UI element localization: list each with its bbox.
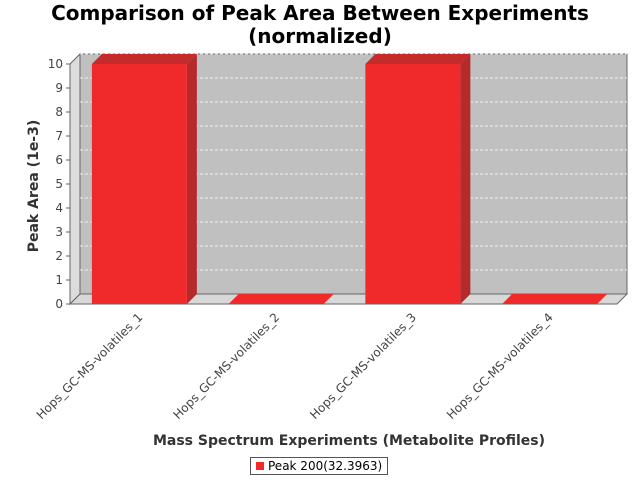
x-tick-label-1: Hops_GC-MS-volatiles_1 [34, 310, 146, 422]
legend-label: Peak 200(32.3963) [268, 459, 383, 473]
chart-title-line-1: Comparison of Peak Area Between Experime… [51, 1, 589, 25]
y-tick-label-4: 4 [55, 201, 63, 215]
y-axis: 0 1 2 3 4 5 6 7 8 9 10 [48, 57, 71, 311]
y-tick-label-8: 8 [55, 105, 63, 119]
bar-top-1 [91, 54, 197, 64]
x-tick-label-4: Hops_GC-MS-volatiles_4 [444, 310, 556, 422]
legend-swatch [256, 462, 264, 470]
y-tick-label-0: 0 [55, 297, 63, 311]
bar-1 [91, 54, 197, 304]
chart-title: Comparison of Peak Area Between Experime… [0, 2, 640, 48]
y-tick-label-2: 2 [55, 249, 63, 263]
bar-flat-4 [502, 294, 608, 304]
bar-side-1 [186, 54, 197, 304]
plot-left-wall [69, 52, 81, 306]
y-tick-label-10: 10 [48, 57, 63, 71]
bar-front-3 [365, 64, 461, 304]
x-axis-title: Mass Spectrum Experiments (Metabolite Pr… [153, 433, 545, 449]
bar-front-1 [91, 64, 187, 304]
chart-title-line-2: (normalized) [248, 24, 392, 48]
x-tick-label-3: Hops_GC-MS-volatiles_3 [307, 310, 419, 422]
bar-side-3 [460, 54, 471, 304]
x-axis: Hops_GC-MS-volatiles_1 Hops_GC-MS-volatil… [34, 310, 556, 422]
x-tick-label-2: Hops_GC-MS-volatiles_2 [171, 310, 283, 422]
y-tick-label-7: 7 [55, 129, 63, 143]
y-tick-label-6: 6 [55, 153, 63, 167]
bar-3 [365, 54, 471, 304]
y-tick-label-1: 1 [55, 273, 63, 287]
bar-top-3 [365, 54, 471, 64]
legend: Peak 200(32.3963) [250, 457, 389, 475]
bar-4 [502, 294, 608, 304]
bar-flat-2 [228, 294, 334, 304]
y-tick-label-9: 9 [55, 81, 63, 95]
bars [91, 54, 608, 304]
y-tick-label-5: 5 [55, 177, 63, 191]
y-axis-title: Peak Area (1e-3) [26, 120, 42, 253]
bar-2 [228, 294, 334, 304]
y-tick-label-3: 3 [55, 225, 63, 239]
